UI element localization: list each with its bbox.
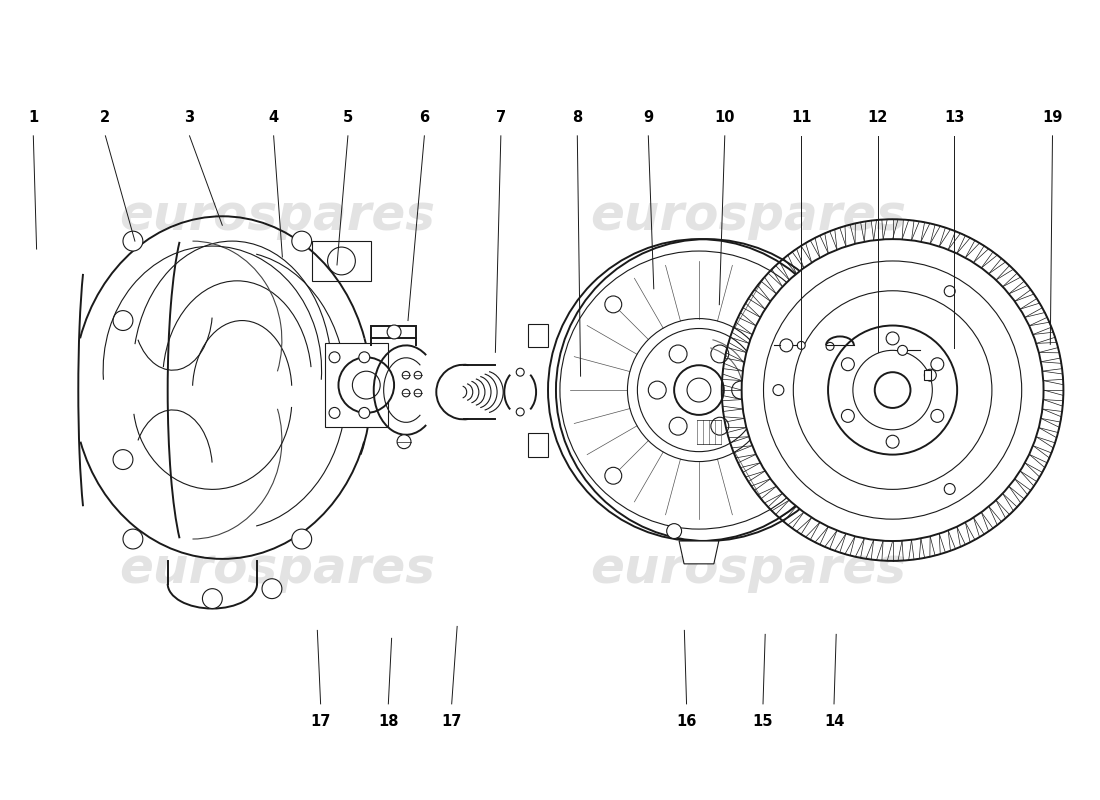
Circle shape <box>732 381 749 399</box>
Circle shape <box>931 358 944 370</box>
Bar <box>924 370 932 380</box>
Circle shape <box>548 239 850 541</box>
Circle shape <box>777 467 793 484</box>
Circle shape <box>387 325 402 339</box>
Text: 16: 16 <box>676 714 696 730</box>
Circle shape <box>773 385 784 395</box>
Circle shape <box>581 366 593 378</box>
Text: 17: 17 <box>310 714 331 730</box>
Text: 6: 6 <box>419 110 429 126</box>
Circle shape <box>414 390 421 397</box>
Polygon shape <box>528 323 548 347</box>
Circle shape <box>828 326 957 454</box>
Circle shape <box>711 418 728 435</box>
Text: 11: 11 <box>791 110 812 126</box>
Circle shape <box>669 345 688 363</box>
Circle shape <box>777 296 793 313</box>
Circle shape <box>359 352 370 362</box>
Text: 2: 2 <box>100 110 110 126</box>
Circle shape <box>648 381 667 399</box>
Circle shape <box>842 358 855 370</box>
Text: 4: 4 <box>268 110 278 126</box>
Bar <box>324 343 388 427</box>
Circle shape <box>874 372 911 408</box>
Text: 1: 1 <box>29 110 38 126</box>
Text: 17: 17 <box>441 714 462 730</box>
Text: 3: 3 <box>185 110 195 126</box>
Polygon shape <box>371 326 416 338</box>
Circle shape <box>113 310 133 330</box>
Circle shape <box>516 368 525 376</box>
Text: eurospares: eurospares <box>591 192 906 240</box>
Circle shape <box>568 366 581 378</box>
Circle shape <box>556 366 569 378</box>
Circle shape <box>944 286 955 297</box>
Circle shape <box>292 529 311 549</box>
Circle shape <box>202 589 222 609</box>
Text: eurospares: eurospares <box>119 192 435 240</box>
Circle shape <box>674 366 724 415</box>
Circle shape <box>669 418 688 435</box>
Circle shape <box>931 410 944 422</box>
Circle shape <box>605 296 621 313</box>
Circle shape <box>667 524 682 538</box>
Circle shape <box>397 434 411 449</box>
Text: 19: 19 <box>1043 110 1063 126</box>
Text: 15: 15 <box>752 714 773 730</box>
Circle shape <box>887 435 899 448</box>
Circle shape <box>292 231 311 251</box>
Circle shape <box>826 342 834 350</box>
Circle shape <box>944 483 955 494</box>
Polygon shape <box>679 541 718 564</box>
Circle shape <box>403 371 410 379</box>
Circle shape <box>123 529 143 549</box>
Text: 8: 8 <box>572 110 582 126</box>
Circle shape <box>329 352 340 362</box>
Circle shape <box>414 371 421 379</box>
Circle shape <box>403 390 410 397</box>
Text: 13: 13 <box>944 110 965 126</box>
Circle shape <box>842 410 855 422</box>
Circle shape <box>898 346 907 355</box>
Text: 7: 7 <box>496 110 506 126</box>
Circle shape <box>123 231 143 251</box>
Circle shape <box>798 342 805 350</box>
Text: 18: 18 <box>378 714 398 730</box>
Text: eurospares: eurospares <box>119 545 435 593</box>
Text: eurospares: eurospares <box>591 545 906 593</box>
Circle shape <box>887 332 899 345</box>
Circle shape <box>605 467 621 484</box>
Circle shape <box>516 408 525 416</box>
Text: 5: 5 <box>343 110 353 126</box>
Circle shape <box>329 407 340 418</box>
Text: 10: 10 <box>715 110 735 126</box>
Text: 9: 9 <box>644 110 653 126</box>
Text: 12: 12 <box>868 110 888 126</box>
Circle shape <box>113 450 133 470</box>
Circle shape <box>924 370 936 381</box>
Circle shape <box>262 578 282 598</box>
Circle shape <box>741 239 1044 541</box>
Circle shape <box>780 339 793 352</box>
Circle shape <box>339 358 394 413</box>
Circle shape <box>711 345 728 363</box>
Polygon shape <box>528 433 548 457</box>
Text: 14: 14 <box>824 714 844 730</box>
Circle shape <box>359 407 370 418</box>
